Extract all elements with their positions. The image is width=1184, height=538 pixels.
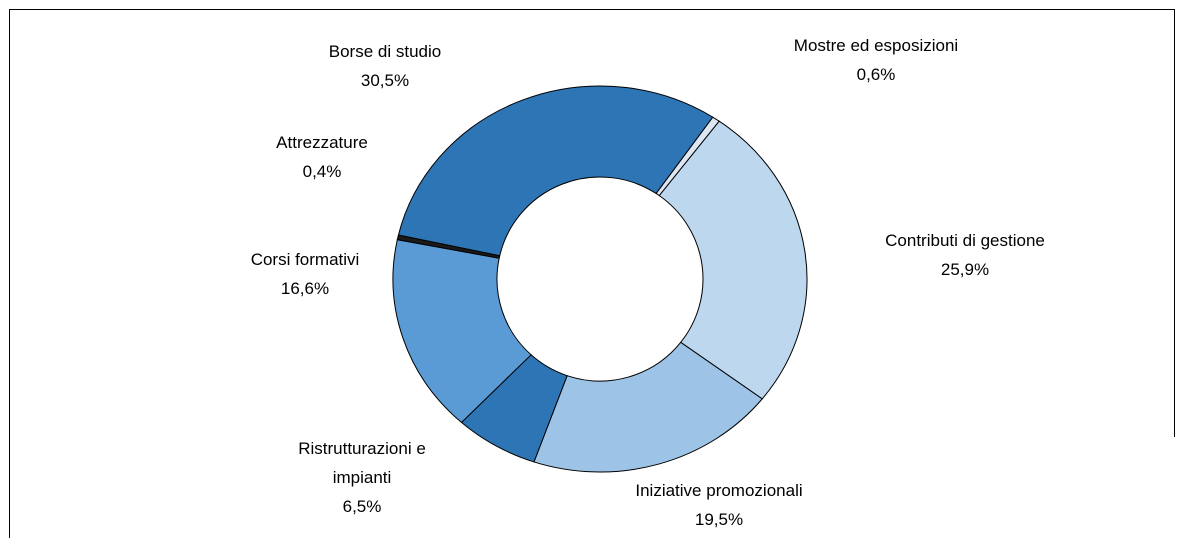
category-label: Mostre ed esposizioni: [793, 36, 959, 55]
donut-segment: [397, 85, 714, 257]
value-label: 19,5%: [694, 510, 744, 529]
category-label: Ristrutturazioni e impianti: [298, 439, 426, 487]
data-label: Ristrutturazioni e impianti 6,5%: [267, 434, 457, 521]
donut-segment: [658, 120, 808, 400]
donut-segment: [392, 239, 532, 424]
data-label: Contributi di gestione 25,9%: [835, 226, 1095, 284]
data-label: Mostre ed esposizioni 0,6%: [746, 31, 1006, 89]
data-label: Borse di studio 30,5%: [285, 37, 485, 95]
value-label: 0,6%: [856, 65, 896, 84]
value-label: 25,9%: [940, 260, 990, 279]
value-label: 16,6%: [280, 279, 330, 298]
data-label: Iniziative promozionali 19,5%: [589, 476, 849, 534]
data-label: Attrezzature 0,4%: [222, 128, 422, 186]
donut-segment: [533, 341, 763, 473]
category-label: Iniziative promozionali: [635, 481, 803, 500]
value-label: 0,4%: [302, 162, 342, 181]
category-label: Attrezzature: [276, 133, 368, 152]
frame: [9, 9, 1175, 538]
category-label: Corsi formativi: [250, 250, 360, 269]
category-label: Borse di studio: [328, 42, 442, 61]
value-label: 30,5%: [360, 71, 410, 90]
value-label: 6,5%: [342, 497, 382, 516]
category-label: Contributi di gestione: [885, 231, 1045, 250]
data-label: Corsi formativi 16,6%: [205, 245, 405, 303]
